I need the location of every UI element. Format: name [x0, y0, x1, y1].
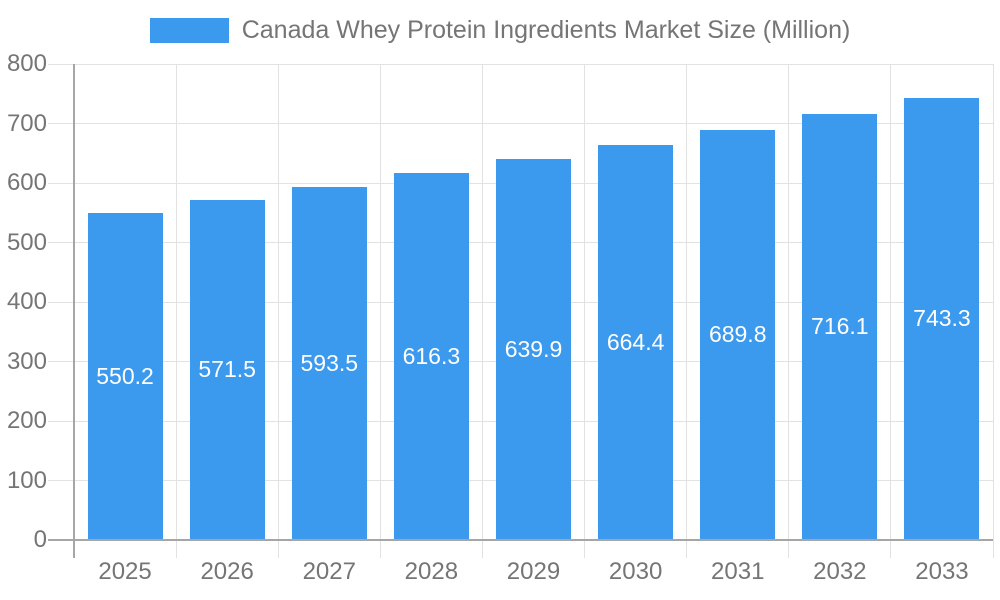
- bar-2032[interactable]: 716.1: [802, 113, 878, 540]
- gridline-y-0: [48, 539, 993, 541]
- x-axis-tick-label-2032: 2032: [813, 558, 867, 585]
- y-axis-tick-label: 500: [6, 228, 47, 256]
- bar-value-label: 571.5: [198, 356, 256, 383]
- x-axis-tick-label-2028: 2028: [404, 558, 459, 585]
- gridline-x-boundary: [584, 64, 586, 558]
- gridline-x-boundary: [788, 64, 790, 558]
- x-axis-tick-label-2030: 2030: [608, 558, 663, 585]
- x-axis-tick-label-2025: 2025: [98, 558, 152, 585]
- y-axis-tick-label: 200: [6, 407, 47, 434]
- bar-2027[interactable]: 593.5: [291, 186, 367, 540]
- x-axis-tick-label-2033: 2033: [915, 558, 969, 585]
- bar-value-label: 616.3: [402, 343, 461, 370]
- y-axis-tick-label: 100: [6, 466, 47, 494]
- bar-value-label: 593.5: [300, 349, 359, 376]
- bar-value-label: 716.1: [811, 313, 869, 340]
- y-axis-tick-label: 600: [6, 169, 47, 196]
- y-axis-line: [73, 64, 75, 558]
- bar-2028[interactable]: 616.3: [393, 173, 469, 540]
- legend[interactable]: Canada Whey Protein Ingredients Market S…: [0, 14, 1000, 47]
- y-axis-tick-label: 0: [33, 526, 47, 553]
- legend-swatch: [149, 18, 229, 43]
- bar-value-label: 550.2: [96, 362, 154, 389]
- x-axis-tick-label-2027: 2027: [302, 558, 356, 585]
- plot-area: 0 100 200 300 400 500 600 700 800 550.2 2025 571.5 2…: [7, 50, 994, 585]
- bar-value-label: 664.4: [606, 328, 665, 355]
- gridline-y-800: [48, 63, 993, 65]
- gridline-x-boundary: [379, 64, 381, 558]
- gridline-x-boundary: [686, 64, 688, 558]
- bar-value-label: 639.9: [504, 336, 563, 363]
- bar-2031[interactable]: 689.8: [700, 129, 776, 540]
- gridline-y-700: [48, 123, 993, 124]
- bar-value-label: 743.3: [913, 305, 971, 332]
- bar-value-label: 689.8: [708, 321, 767, 348]
- x-axis-tick-label-2029: 2029: [506, 558, 561, 585]
- x-axis-tick-label-2031: 2031: [711, 558, 765, 585]
- gridline-x-boundary: [890, 64, 892, 558]
- y-axis-tick-label: 400: [6, 288, 47, 315]
- bar-2029[interactable]: 639.9: [496, 159, 571, 540]
- y-axis-tick-label: 300: [6, 347, 47, 375]
- gridline-x-boundary: [175, 64, 177, 558]
- gridline-x-boundary: [992, 64, 994, 558]
- bar-2033[interactable]: 743.3: [904, 97, 980, 540]
- bar-2026[interactable]: 571.5: [189, 199, 265, 540]
- bar-2030[interactable]: 664.4: [598, 144, 674, 540]
- gridline-x-boundary: [277, 64, 279, 558]
- gridline-x-boundary: [481, 64, 483, 558]
- chart-title: Canada Whey Protein Ingredients Market S…: [241, 16, 851, 44]
- y-axis-tick-label: 700: [6, 109, 47, 137]
- x-axis-tick-label-2026: 2026: [200, 558, 254, 585]
- bar-2025[interactable]: 550.2: [87, 212, 163, 540]
- y-axis-tick-label: 800: [6, 50, 47, 77]
